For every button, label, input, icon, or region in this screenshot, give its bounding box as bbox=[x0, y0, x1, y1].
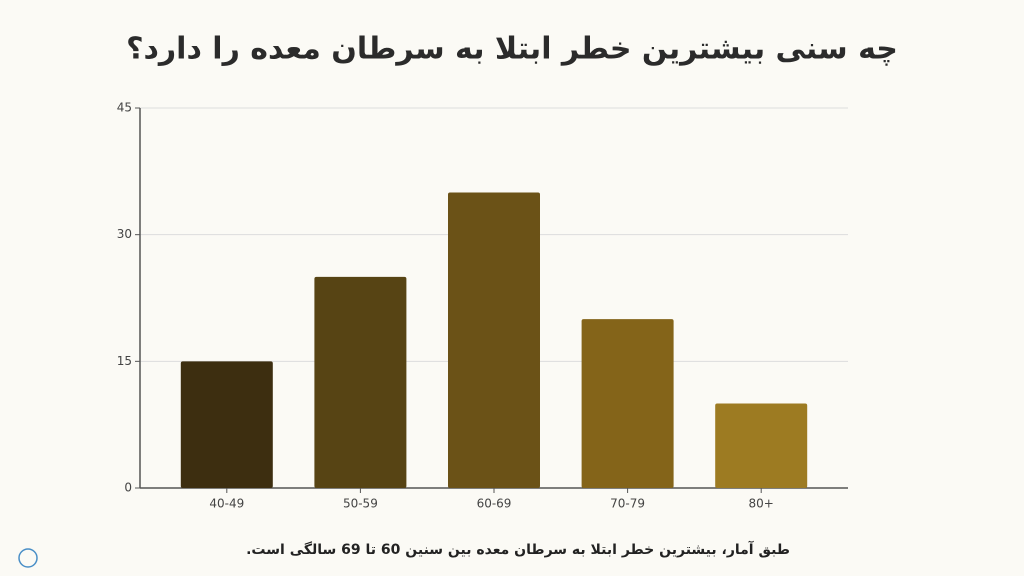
chart-caption: طبق آمار، بیشترین خطر ابتلا به سرطان معد… bbox=[246, 540, 790, 558]
x-tick-label: 40-49 bbox=[209, 497, 244, 511]
x-tick-label: 60-69 bbox=[477, 497, 512, 511]
chart-title: چه سنی بیشترین خطر ابتلا به سرطان معده ر… bbox=[126, 32, 898, 67]
y-tick-label: 15 bbox=[117, 354, 132, 368]
x-tick-label: 70-79 bbox=[610, 497, 645, 511]
bar bbox=[314, 276, 407, 488]
x-tick-label: 80+ bbox=[749, 497, 774, 511]
y-tick-label: 45 bbox=[117, 101, 132, 115]
y-tick-label: 0 bbox=[124, 481, 132, 495]
y-tick-label: 30 bbox=[117, 227, 132, 241]
bar bbox=[448, 192, 540, 488]
logo bbox=[18, 548, 38, 568]
bar bbox=[180, 361, 273, 488]
x-tick-label: 50-59 bbox=[343, 497, 378, 511]
bar bbox=[581, 319, 674, 488]
bar bbox=[715, 403, 808, 488]
